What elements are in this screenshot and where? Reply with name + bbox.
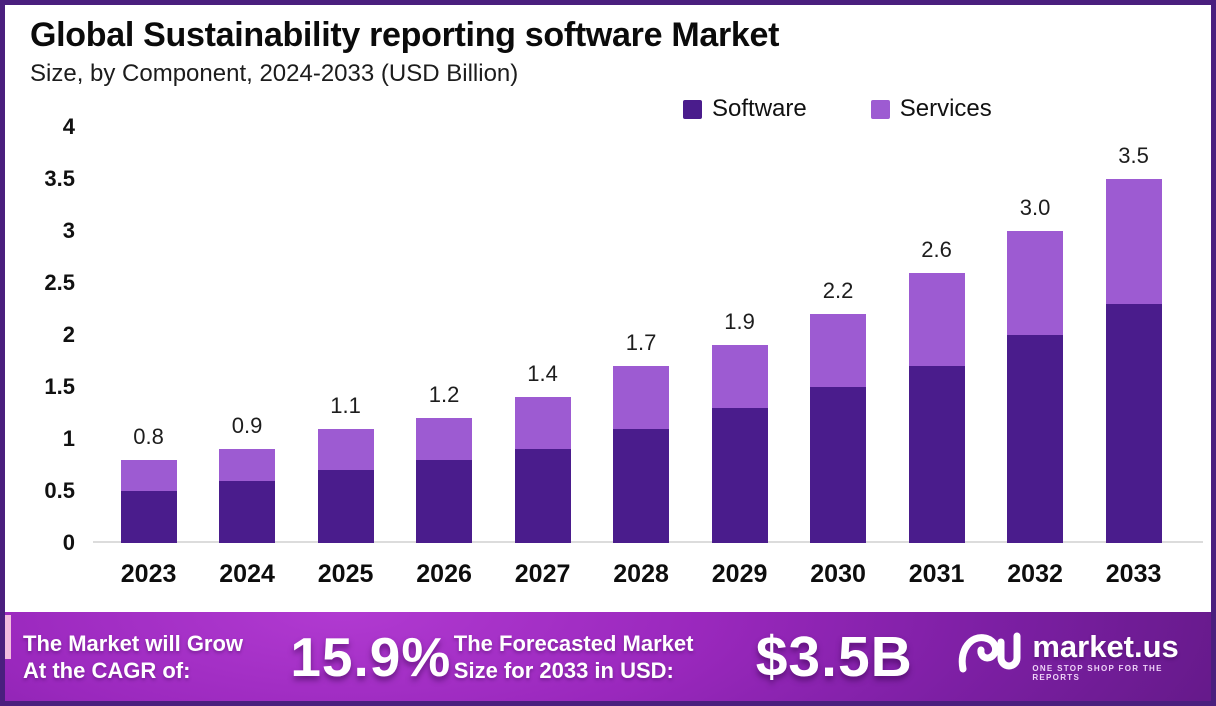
forecast-value: $3.5B xyxy=(755,624,913,689)
bar-software-segment xyxy=(1007,335,1064,543)
bar-2029 xyxy=(711,345,768,543)
chart-header: Global Sustainability reporting software… xyxy=(30,15,779,88)
page-title: Global Sustainability reporting software… xyxy=(30,16,780,54)
bar-total-label: 1.9 xyxy=(724,309,755,335)
y-tick-label: 1.5 xyxy=(44,374,75,399)
forecast-label-line1: The Forecasted Market xyxy=(453,630,694,656)
bar-software-segment xyxy=(219,480,276,543)
x-tick-label: 2033 xyxy=(1105,560,1162,588)
banner-accent-strip xyxy=(5,615,11,659)
bar-total-label: 2.2 xyxy=(822,278,854,304)
y-tick-label: 0 xyxy=(62,530,75,555)
forecast-label-line2: Size for 2033 in USD: xyxy=(453,657,674,683)
bar-total-label: 3.0 xyxy=(1019,195,1051,220)
x-tick-label: 2030 xyxy=(810,560,866,588)
bar-software-segment xyxy=(908,366,965,543)
legend-label: Services xyxy=(899,95,992,122)
x-tick-label: 2028 xyxy=(613,560,669,588)
x-tick-label: 2027 xyxy=(514,560,571,588)
chart-subtitle: Size, by Component, 2024-2033 (USD Billi… xyxy=(30,60,519,87)
bar-2026 xyxy=(416,418,473,543)
bar-2030 xyxy=(810,314,867,543)
bar-total-label: 1.1 xyxy=(330,392,361,418)
bar-2028 xyxy=(613,366,670,543)
bar-2032 xyxy=(1007,231,1064,543)
brand-logo: market.us ONE STOP SHOP FOR THE REPORTS xyxy=(956,626,1211,687)
bar-2031 xyxy=(908,272,965,543)
bar-2033 xyxy=(1105,179,1162,543)
bar-services-segment xyxy=(613,366,670,429)
y-axis: 4 3.5 3 2.5 2 1.5 1 0.5 0 xyxy=(5,5,81,605)
x-tick-label: 2029 xyxy=(711,560,768,588)
bar-software-segment xyxy=(810,387,867,543)
bar-services-segment xyxy=(317,428,374,471)
plot-area: 0.8 2023 0.9 2024 1.1 2025 1.2 2026 1.4 2027 1.7 20… xyxy=(95,127,1201,588)
y-tick-label: 2.5 xyxy=(44,270,75,295)
bar-2027 xyxy=(514,397,571,543)
bar-total-label: 2.6 xyxy=(921,236,952,262)
bar-services-segment xyxy=(416,418,473,460)
x-tick-label: 2031 xyxy=(908,560,965,588)
legend-item-services: Services xyxy=(870,95,992,123)
bar-services-segment xyxy=(120,459,177,491)
bar-services-segment xyxy=(1105,179,1162,304)
cagr-value: 15.9% xyxy=(290,625,452,688)
bar-2023 xyxy=(120,459,177,543)
y-tick-label: 3 xyxy=(62,218,75,243)
bar-services-segment xyxy=(1007,231,1064,335)
legend: Software Services xyxy=(683,95,992,123)
bar-services-segment xyxy=(908,272,965,367)
brand-name: market.us xyxy=(1032,629,1179,664)
y-tick-label: 1 xyxy=(62,426,75,451)
bar-2024 xyxy=(219,449,276,543)
bar-software-segment xyxy=(613,428,670,543)
bar-software-segment xyxy=(416,459,473,543)
bar-total-label: 0.9 xyxy=(231,413,263,439)
bar-total-label: 0.8 xyxy=(133,423,164,449)
cagr-label: The Market will Grow At the CAGR of: xyxy=(23,630,288,684)
x-tick-label: 2032 xyxy=(1007,560,1063,588)
bar-services-segment xyxy=(219,449,276,481)
bar-services-segment xyxy=(810,314,867,387)
bar-software-segment xyxy=(1105,303,1162,543)
y-tick-label: 2 xyxy=(62,322,75,347)
bar-services-segment xyxy=(711,345,768,408)
bar-services-segment xyxy=(514,397,571,450)
y-tick-label: 3.5 xyxy=(44,166,75,191)
cagr-label-line2: At the CAGR of: xyxy=(23,657,191,683)
legend-swatch-icon xyxy=(870,99,890,119)
cagr-label-line1: The Market will Grow xyxy=(23,630,244,656)
bar-software-segment xyxy=(120,491,177,543)
x-tick-label: 2024 xyxy=(219,560,275,588)
bar-total-label: 1.2 xyxy=(428,382,460,408)
bar-software-segment xyxy=(317,470,374,543)
legend-item-software: Software xyxy=(683,95,807,123)
x-tick-label: 2025 xyxy=(317,560,374,588)
bar-software-segment xyxy=(711,407,768,543)
legend-swatch-icon xyxy=(683,99,702,119)
bar-total-label: 1.4 xyxy=(527,361,558,387)
market-us-logo-icon xyxy=(956,626,1022,687)
forecast-label: The Forecasted Market Size for 2033 in U… xyxy=(454,630,746,684)
y-tick-label: 4 xyxy=(62,114,75,139)
x-tick-label: 2023 xyxy=(120,560,177,588)
cagr-banner: The Market will Grow At the CAGR of: 15.… xyxy=(5,612,1211,701)
x-tick-label: 2026 xyxy=(416,560,472,588)
legend-label: Software xyxy=(712,95,807,122)
y-tick-label: 0.5 xyxy=(44,478,75,503)
bar-2025 xyxy=(317,428,374,543)
bar-total-label: 1.7 xyxy=(625,330,657,356)
bar-total-label: 3.5 xyxy=(1118,143,1149,168)
brand-text: market.us ONE STOP SHOP FOR THE REPORTS xyxy=(1032,629,1211,683)
bar-software-segment xyxy=(514,449,571,543)
brand-tagline: ONE STOP SHOP FOR THE REPORTS xyxy=(1032,664,1163,682)
